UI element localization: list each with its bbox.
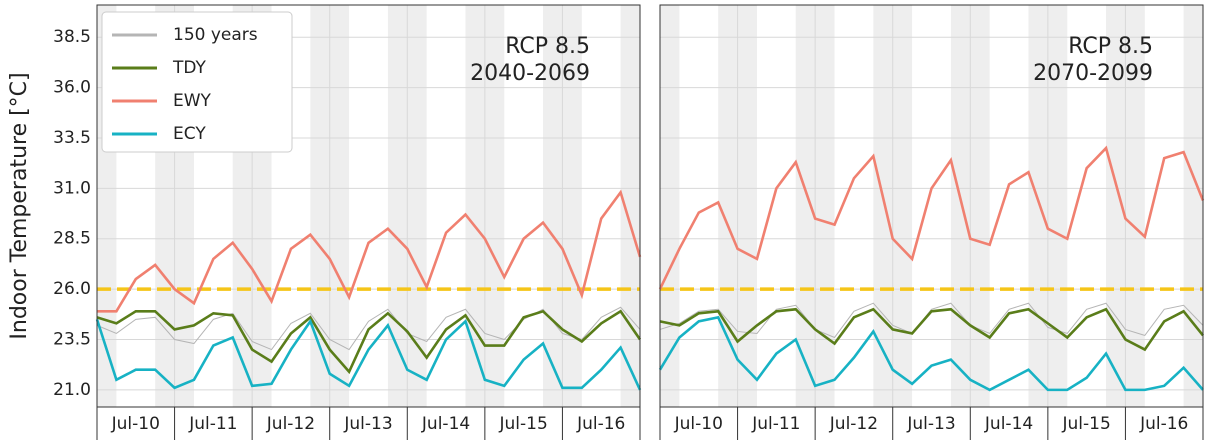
night-band bbox=[660, 5, 680, 407]
y-tick-label: 21.0 bbox=[53, 380, 91, 400]
x-tick-label: Jul-11 bbox=[751, 414, 800, 434]
x-tick-label: Jul-10 bbox=[111, 414, 160, 434]
plot-frame bbox=[659, 4, 1204, 408]
annotation: RCP 8.5 bbox=[1068, 34, 1153, 59]
annotation: 2070-2099 bbox=[1033, 61, 1153, 86]
y-tick-label: 28.5 bbox=[53, 229, 91, 249]
y-tick-label: 26.0 bbox=[53, 279, 91, 299]
series-line bbox=[658, 315, 1204, 392]
x-tick-label: Jul-12 bbox=[266, 414, 315, 434]
series-line bbox=[659, 302, 1204, 339]
x-tick-label: Jul-10 bbox=[674, 414, 723, 434]
legend-box bbox=[101, 11, 293, 153]
legend-label: TDY bbox=[172, 58, 207, 78]
x-tick-label: Jul-16 bbox=[576, 414, 625, 434]
y-tick-label: 38.5 bbox=[53, 27, 91, 47]
x-tick-label: Jul-13 bbox=[343, 414, 392, 434]
x-tick-label: Jul-12 bbox=[829, 414, 878, 434]
y-tick-label: 31.0 bbox=[53, 178, 91, 198]
legend-label: ECY bbox=[173, 124, 206, 144]
x-tick-label: Jul-14 bbox=[421, 414, 470, 434]
y-axis-label: Indoor Temperature [°C] bbox=[7, 72, 32, 339]
x-tick-label: Jul-13 bbox=[906, 414, 955, 434]
y-tick-label: 36.0 bbox=[53, 78, 91, 98]
plot-frame bbox=[96, 4, 641, 408]
x-tick-label: Jul-14 bbox=[984, 414, 1033, 434]
series-line bbox=[658, 145, 1205, 290]
legend-label: EWY bbox=[173, 91, 212, 111]
series-line bbox=[95, 318, 642, 391]
series-line bbox=[659, 307, 1205, 352]
y-tick-label: 23.5 bbox=[53, 329, 91, 349]
series-line bbox=[96, 309, 642, 375]
annotation: 2040-2069 bbox=[470, 61, 590, 86]
annotation: RCP 8.5 bbox=[505, 34, 590, 59]
y-tick-label: 33.5 bbox=[53, 128, 91, 148]
x-tick-label: Jul-16 bbox=[1139, 414, 1188, 434]
series-line bbox=[97, 189, 642, 313]
legend-label: 150 years bbox=[173, 25, 258, 45]
night-band bbox=[620, 5, 640, 407]
x-tick-label: Jul-15 bbox=[499, 414, 548, 434]
night-band bbox=[1183, 5, 1203, 407]
x-tick-label: Jul-11 bbox=[188, 414, 237, 434]
x-tick-label: Jul-15 bbox=[1062, 414, 1111, 434]
